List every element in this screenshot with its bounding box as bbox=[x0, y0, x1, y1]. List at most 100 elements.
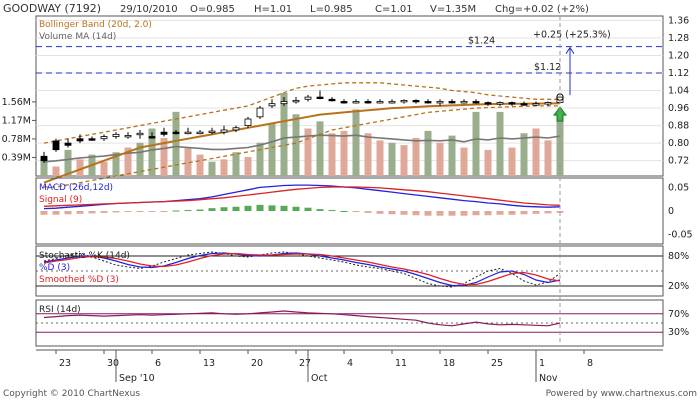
macd-histogram-bar bbox=[100, 211, 108, 213]
volume-bar bbox=[460, 147, 468, 176]
candle-body bbox=[160, 131, 168, 135]
macd-histogram-bar bbox=[40, 211, 48, 215]
date-tick-label: 13 bbox=[203, 358, 215, 369]
candle-body bbox=[424, 101, 432, 104]
volume-bar bbox=[484, 149, 492, 176]
macd-legend: MACD (26d,12d) bbox=[39, 183, 113, 193]
price-grid bbox=[36, 19, 663, 162]
candle-body bbox=[148, 136, 156, 139]
volume-bar bbox=[328, 133, 336, 176]
price-tick-label: 1.20 bbox=[668, 50, 689, 61]
candle-body bbox=[532, 103, 540, 106]
macd-histogram-bar bbox=[364, 211, 372, 213]
macd-histogram-bar bbox=[184, 210, 192, 212]
candle-body bbox=[484, 102, 492, 105]
volume-bar bbox=[76, 159, 84, 176]
target-low-label: $1.12 bbox=[534, 62, 561, 73]
macd-histogram-bar bbox=[304, 207, 312, 211]
month-label: Sep '10 bbox=[119, 373, 155, 384]
macd-tick-label: 0 bbox=[668, 206, 674, 217]
candle-body bbox=[472, 101, 480, 104]
volume-bar bbox=[220, 159, 228, 176]
macd-histogram-bar bbox=[268, 205, 276, 211]
header-bar: GOODWAY (7192) 29/10/2010 O=0.985 H=1.01… bbox=[3, 2, 589, 15]
date-tick-label: 18 bbox=[443, 358, 455, 369]
volume-tick-label: 1.17M bbox=[2, 115, 31, 126]
candle-body bbox=[316, 96, 324, 99]
macd-histogram-bar bbox=[472, 211, 480, 216]
stochastic-series bbox=[36, 251, 663, 288]
macd-histogram-bar bbox=[388, 211, 396, 215]
macd-histogram-bar bbox=[544, 211, 552, 214]
macd-histogram-bar bbox=[520, 211, 528, 215]
candle-body bbox=[328, 98, 336, 102]
macd-histogram-bar bbox=[148, 211, 156, 212]
candle-body bbox=[496, 102, 504, 105]
date-tick-label: 11 bbox=[395, 358, 407, 369]
volume-bar bbox=[496, 111, 504, 176]
price-tick-label: 1.36 bbox=[668, 15, 689, 26]
change-label: Chg=+0.02 (+2%) bbox=[495, 4, 589, 15]
candle-body bbox=[364, 101, 372, 104]
volume-bar bbox=[412, 138, 420, 176]
macd-histogram-bar bbox=[424, 211, 432, 216]
macd-tick-label: 0.05 bbox=[668, 182, 689, 193]
candle-body bbox=[544, 102, 552, 105]
date-tick-label: 27 bbox=[299, 358, 311, 369]
price-panel-frame bbox=[35, 15, 664, 177]
powered-by-text: Powered by www.chartnexus.com bbox=[546, 389, 697, 399]
volume-bar bbox=[340, 130, 348, 176]
volume-bar bbox=[244, 157, 252, 176]
volume-bar bbox=[184, 147, 192, 176]
candle-body bbox=[268, 103, 276, 107]
price-tick-label: 0.72 bbox=[668, 156, 689, 167]
volume-bar bbox=[52, 166, 60, 176]
volume-bar bbox=[400, 145, 408, 176]
candle-body bbox=[112, 133, 120, 137]
macd-histogram-bar bbox=[196, 209, 204, 211]
volume-bar bbox=[232, 152, 240, 176]
macd-histogram-bar bbox=[352, 211, 360, 212]
volume-tick-label: 0.78M bbox=[2, 134, 31, 145]
candle-body bbox=[460, 101, 468, 104]
date-tick-label: 30 bbox=[107, 358, 119, 369]
macd-histogram-bar bbox=[244, 205, 252, 211]
volume-bar bbox=[100, 161, 108, 176]
macd-histogram-bar bbox=[76, 211, 84, 214]
candle-body bbox=[208, 130, 216, 133]
volume-bar bbox=[448, 135, 456, 176]
candle-body bbox=[376, 101, 384, 104]
volume-bar bbox=[292, 114, 300, 176]
rsi-line bbox=[43, 310, 561, 327]
candle-body bbox=[184, 131, 192, 135]
price-tick-label: 0.80 bbox=[668, 138, 689, 149]
candle-body bbox=[388, 101, 396, 104]
signal-legend: Signal (9) bbox=[39, 195, 82, 205]
candle-body bbox=[76, 138, 84, 142]
volume-bar bbox=[316, 121, 324, 176]
volume-bar bbox=[40, 157, 48, 176]
rsi-tick-label: 30% bbox=[668, 327, 689, 338]
macd-histogram-bar bbox=[448, 211, 456, 216]
bollinger-mid-line bbox=[43, 102, 561, 184]
candle-body bbox=[412, 99, 420, 103]
stochastic-tick-label: 80% bbox=[668, 251, 689, 262]
candle-body bbox=[436, 101, 444, 104]
candle-body bbox=[220, 129, 228, 133]
price-tick-label: 1.28 bbox=[668, 33, 689, 44]
rsi-tick-label: 70% bbox=[668, 309, 689, 320]
target-high-label: $1.24 bbox=[468, 36, 495, 47]
month-label: Oct bbox=[311, 373, 328, 384]
month-label: Nov bbox=[539, 373, 558, 384]
stochastic-tick-label: 20% bbox=[668, 281, 689, 292]
open-label: O=0.985 bbox=[190, 4, 235, 15]
macd-axis: 0.05 0 -0.05 bbox=[668, 182, 693, 240]
low-label: L=0.985 bbox=[310, 4, 353, 15]
macd-histogram-bar bbox=[124, 211, 132, 212]
price-tick-label: 1.04 bbox=[668, 86, 689, 97]
volume-bar bbox=[160, 138, 168, 176]
price-tick-label: 0.96 bbox=[668, 103, 689, 114]
macd-histogram-bar bbox=[340, 211, 348, 212]
candle-body bbox=[508, 102, 516, 105]
